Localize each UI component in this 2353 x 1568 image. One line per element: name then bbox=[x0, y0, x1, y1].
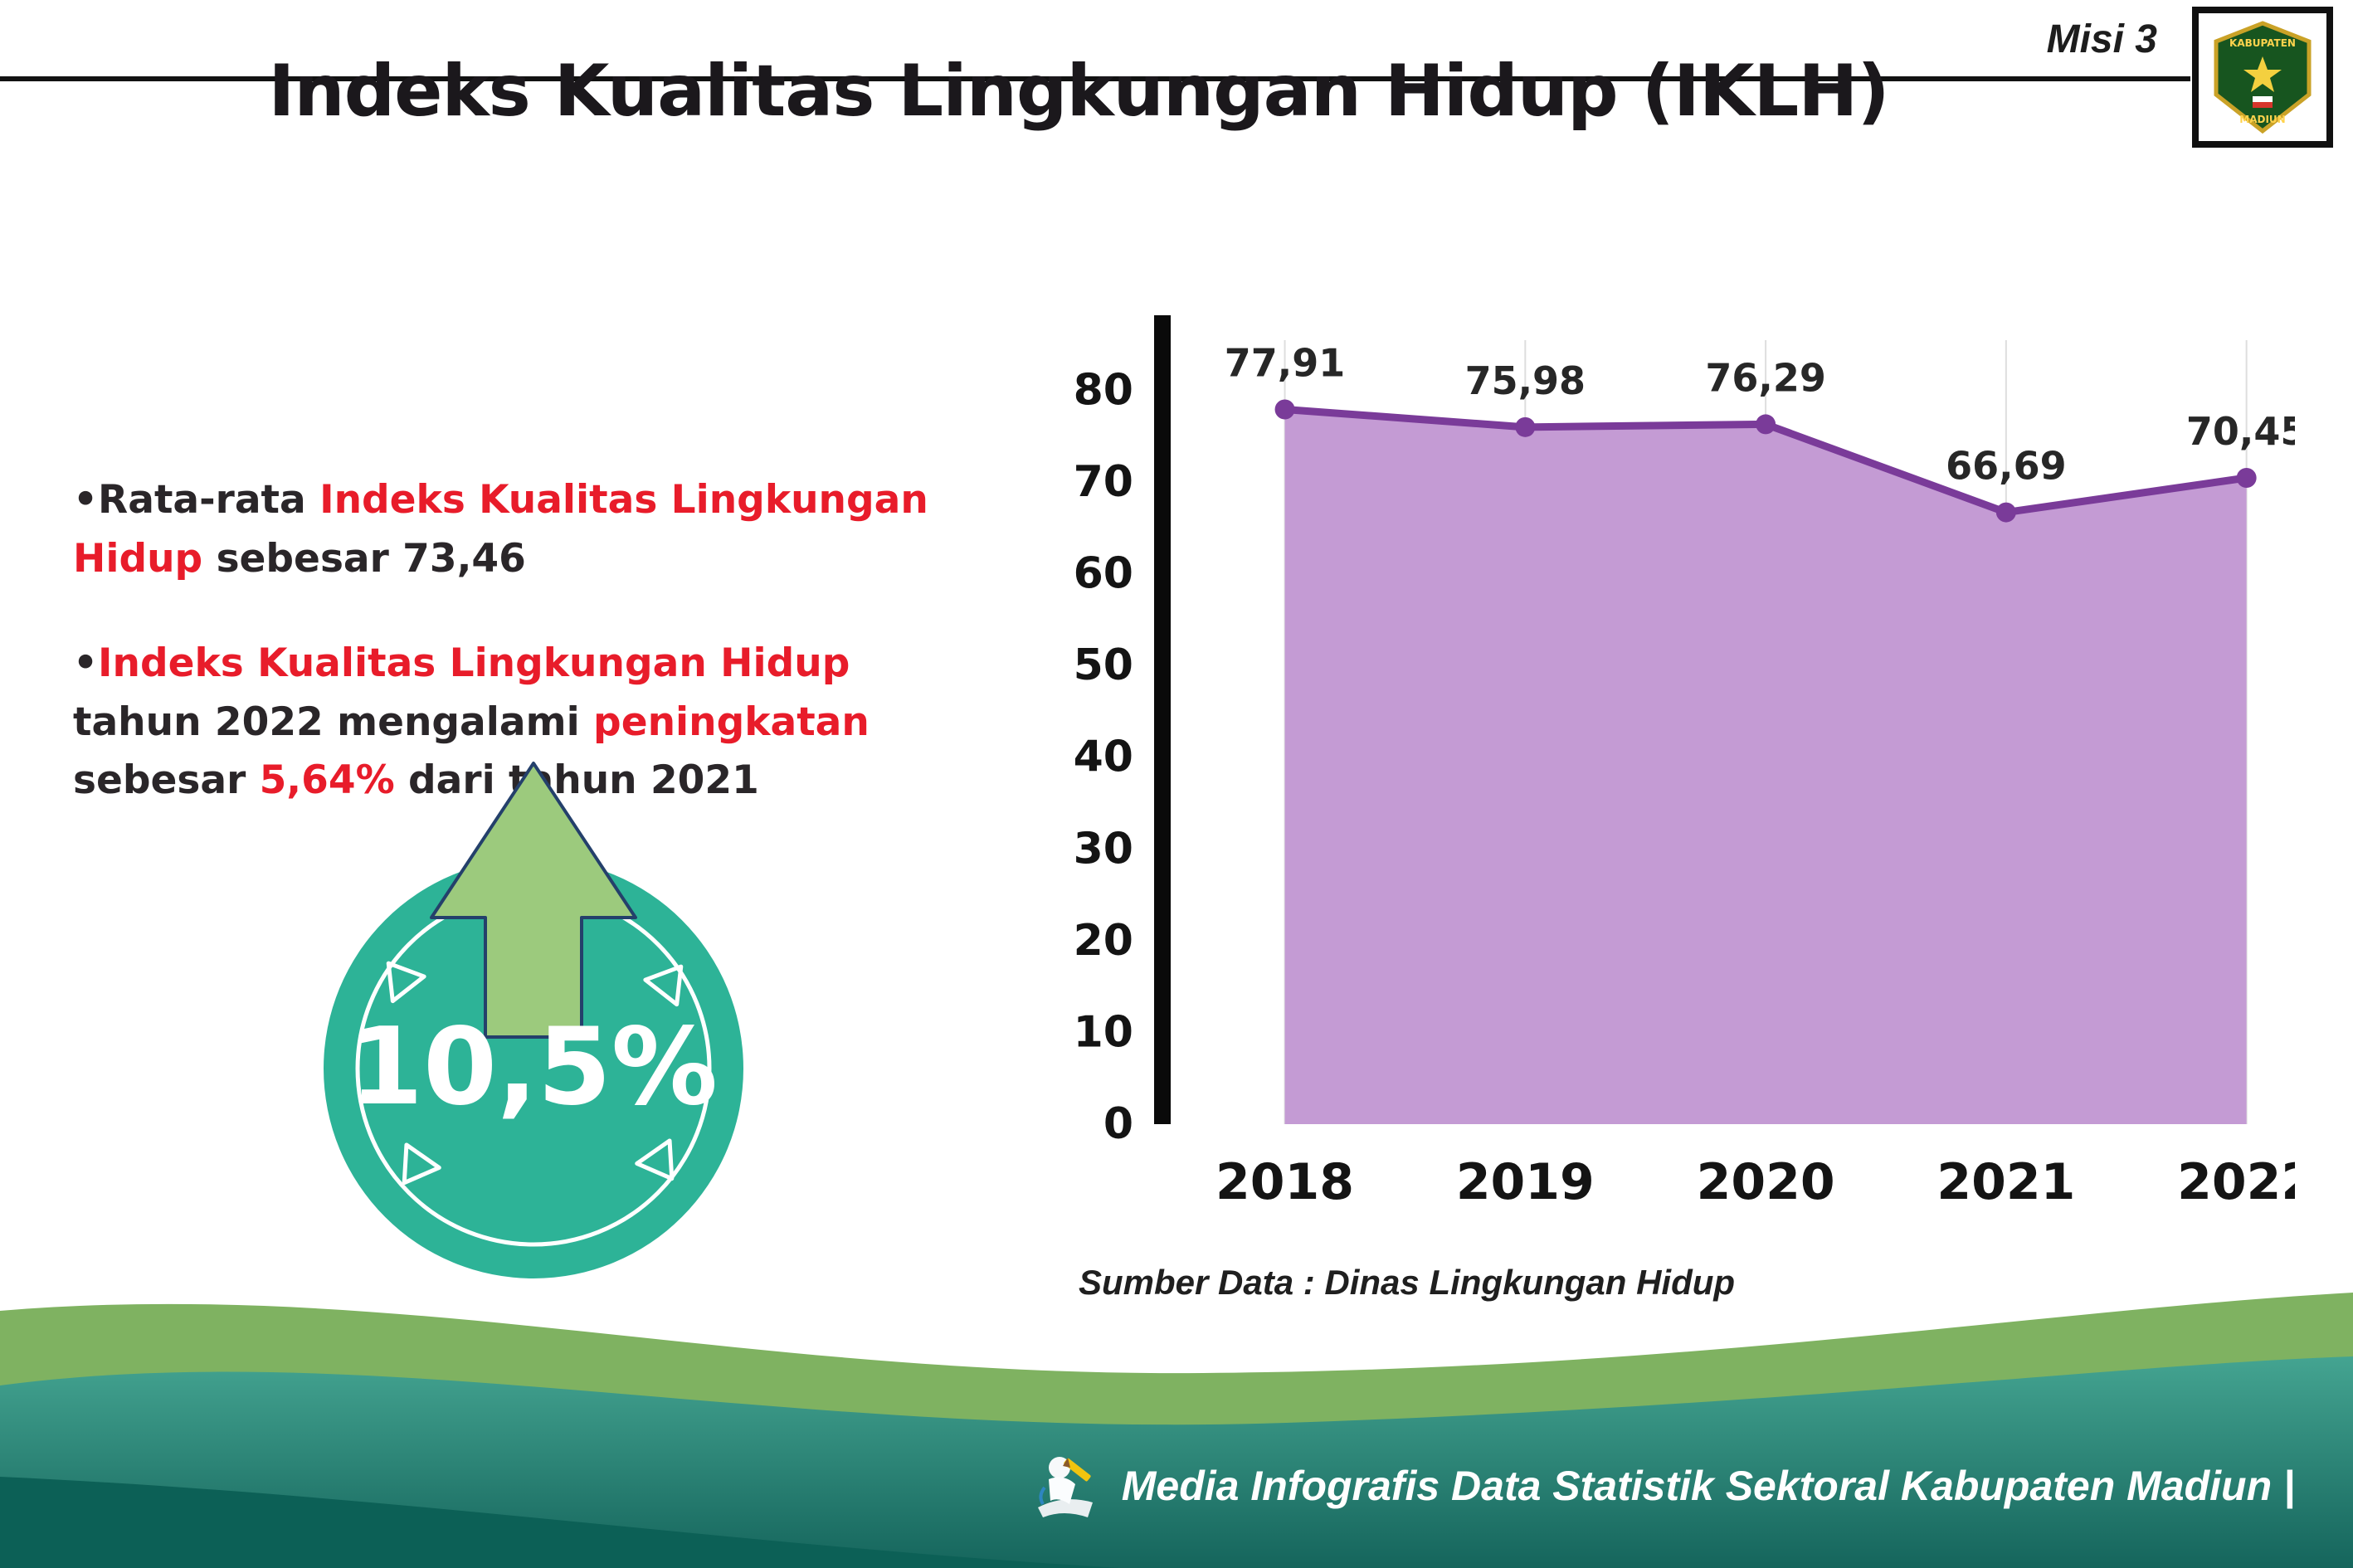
value-label: 77,91 bbox=[1225, 340, 1346, 385]
bullet2-mid-1: tahun 2022 mengalami bbox=[73, 699, 594, 745]
bullet2-post: dari tahun 2021 bbox=[394, 757, 759, 803]
crest-icon: KABUPATEN MADIUN bbox=[2214, 21, 2312, 134]
bullet-increase-2022: •Indeks Kualitas Lingkungan Hidup tahun … bbox=[73, 635, 969, 811]
page-title: Indeks Kualitas Lingkungan Hidup (IKLH) bbox=[268, 50, 1889, 133]
data-point bbox=[1515, 416, 1536, 437]
bullet2-mid-2: sebesar bbox=[73, 757, 260, 803]
increase-badge: 10,5% bbox=[324, 762, 743, 1278]
y-tick-label: 70 bbox=[1074, 457, 1133, 507]
value-label: 70,45 bbox=[2186, 409, 2295, 454]
dark-wave-shape bbox=[0, 1477, 1120, 1568]
bullet-average-iklh: •Rata-rata Indeks Kualitas Lingkungan Hi… bbox=[73, 471, 969, 588]
value-label: 75,98 bbox=[1465, 358, 1586, 403]
data-source-caption: Sumber Data : Dinas Lingkungan Hidup bbox=[1079, 1263, 1736, 1302]
crest-band-red bbox=[2253, 102, 2273, 108]
mascot-swoosh bbox=[1039, 1486, 1046, 1506]
value-label: 76,29 bbox=[1705, 355, 1826, 400]
x-tick-label: 2022 bbox=[2177, 1153, 2295, 1211]
x-tick-label: 2021 bbox=[1936, 1153, 2075, 1211]
data-point bbox=[2236, 467, 2257, 488]
bullet2-highlight-3: 5,64% bbox=[259, 757, 395, 803]
ring-triangle-icon bbox=[386, 961, 426, 1004]
y-tick-label: 50 bbox=[1074, 640, 1133, 690]
y-tick-label: 20 bbox=[1074, 916, 1133, 966]
badge-percent-value: 10,5% bbox=[349, 1006, 718, 1129]
mascot-body bbox=[1048, 1477, 1075, 1504]
kabupaten-madiun-logo: KABUPATEN MADIUN bbox=[2192, 7, 2333, 148]
crest-star-icon bbox=[2243, 56, 2282, 92]
mascot-base bbox=[1037, 1499, 1093, 1517]
bullet1-post: sebesar 73,46 bbox=[202, 535, 526, 582]
x-tick-label: 2019 bbox=[1456, 1153, 1595, 1211]
bullet1-pre: Rata-rata bbox=[98, 477, 320, 523]
summary-bullets: •Rata-rata Indeks Kualitas Lingkungan Hi… bbox=[73, 471, 969, 857]
mascot-pencil bbox=[1064, 1458, 1091, 1482]
footer-caption-row: Media Infografis Data Statistik Sektoral… bbox=[1026, 1446, 2295, 1525]
y-tick-label: 40 bbox=[1074, 733, 1133, 782]
data-point bbox=[1274, 399, 1295, 420]
x-tick-label: 2020 bbox=[1697, 1153, 1835, 1211]
y-tick-label: 60 bbox=[1074, 549, 1133, 599]
misi-label: Misi 3 bbox=[2046, 17, 2157, 61]
crest-band-white bbox=[2253, 96, 2273, 102]
bullet-dot: • bbox=[73, 477, 99, 523]
mascot-pencil-tip bbox=[1062, 1458, 1070, 1468]
y-tick-label: 10 bbox=[1074, 1007, 1133, 1057]
ring-triangle-icon bbox=[643, 964, 684, 1007]
y-tick-label: 80 bbox=[1074, 365, 1133, 415]
ring-triangle-icon bbox=[402, 1142, 441, 1186]
chart-canvas: 77,91 75,98 76,29 66,69 70,45 0 10 20 30 40 50 60 70… bbox=[1074, 315, 2316, 1211]
footer-wave bbox=[0, 1293, 2353, 1568]
data-point bbox=[1756, 414, 1776, 435]
bullet2-highlight-2: peningkatan bbox=[593, 699, 870, 745]
teal-wave-shape bbox=[0, 1356, 2353, 1568]
crest-line1: KABUPATEN bbox=[2229, 37, 2296, 49]
header-rule bbox=[0, 76, 2190, 81]
data-point bbox=[1995, 502, 2016, 523]
area-fill bbox=[1284, 409, 2247, 1124]
y-tick-label: 0 bbox=[1103, 1099, 1133, 1149]
y-axis-bar bbox=[1154, 315, 1171, 1124]
ring-triangle-icon bbox=[635, 1138, 675, 1181]
crest-line2: MADIUN bbox=[2239, 114, 2285, 125]
bullet-dot: • bbox=[73, 640, 99, 686]
footer-caption: Media Infografis Data Statistik Sektoral… bbox=[1121, 1462, 2295, 1509]
up-arrow-icon bbox=[430, 762, 637, 1039]
x-tick-label: 2018 bbox=[1215, 1153, 1354, 1211]
value-label: 66,69 bbox=[1946, 444, 2067, 489]
writer-mascot-icon bbox=[1037, 1457, 1093, 1517]
bullet2-highlight-1: Indeks Kualitas Lingkungan Hidup bbox=[98, 640, 850, 686]
iklh-area-chart: 77,91 75,98 76,29 66,69 70,45 0 10 20 30 40 50 60 70… bbox=[1034, 282, 2316, 1261]
y-tick-label: 30 bbox=[1074, 824, 1133, 874]
bullet1-highlight: Indeks Kualitas Lingkungan Hidup bbox=[73, 477, 928, 582]
